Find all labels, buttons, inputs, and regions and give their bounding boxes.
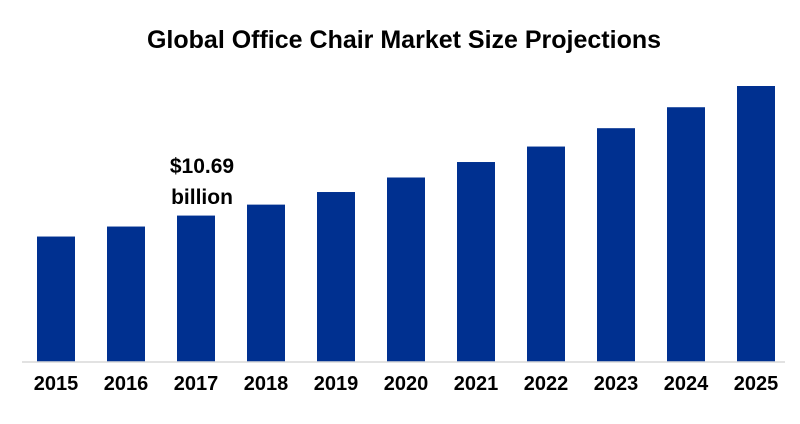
data-label-2017-line2: billion: [171, 186, 233, 209]
chart-title: Global Office Chair Market Size Projecti…: [147, 26, 661, 54]
bar-2025: [737, 86, 775, 362]
bar-2020: [387, 177, 425, 362]
bar-2023: [597, 128, 635, 362]
x-tick-label-2017: 2017: [174, 373, 219, 395]
bar-2024: [667, 107, 705, 362]
bar-2015: [37, 236, 75, 362]
x-tick-label-2023: 2023: [594, 373, 639, 395]
bar-2016: [107, 226, 145, 362]
x-tick-label-2020: 2020: [384, 373, 429, 395]
x-tick-label-2025: 2025: [734, 373, 779, 395]
bar-2022: [527, 146, 565, 362]
x-tick-label-2021: 2021: [454, 373, 499, 395]
bar-2019: [317, 192, 355, 362]
x-tick-label-2024: 2024: [664, 373, 709, 395]
x-tick-label-2016: 2016: [104, 373, 149, 395]
bar-2017: [177, 215, 215, 362]
x-tick-label-2022: 2022: [524, 373, 569, 395]
x-tick-label-2018: 2018: [244, 373, 289, 395]
x-tick-label-2015: 2015: [34, 373, 79, 395]
bar-2018: [247, 204, 285, 362]
data-label-2017-line1: $10.69: [170, 155, 234, 178]
x-tick-label-2019: 2019: [314, 373, 359, 395]
bar-2021: [457, 162, 495, 362]
